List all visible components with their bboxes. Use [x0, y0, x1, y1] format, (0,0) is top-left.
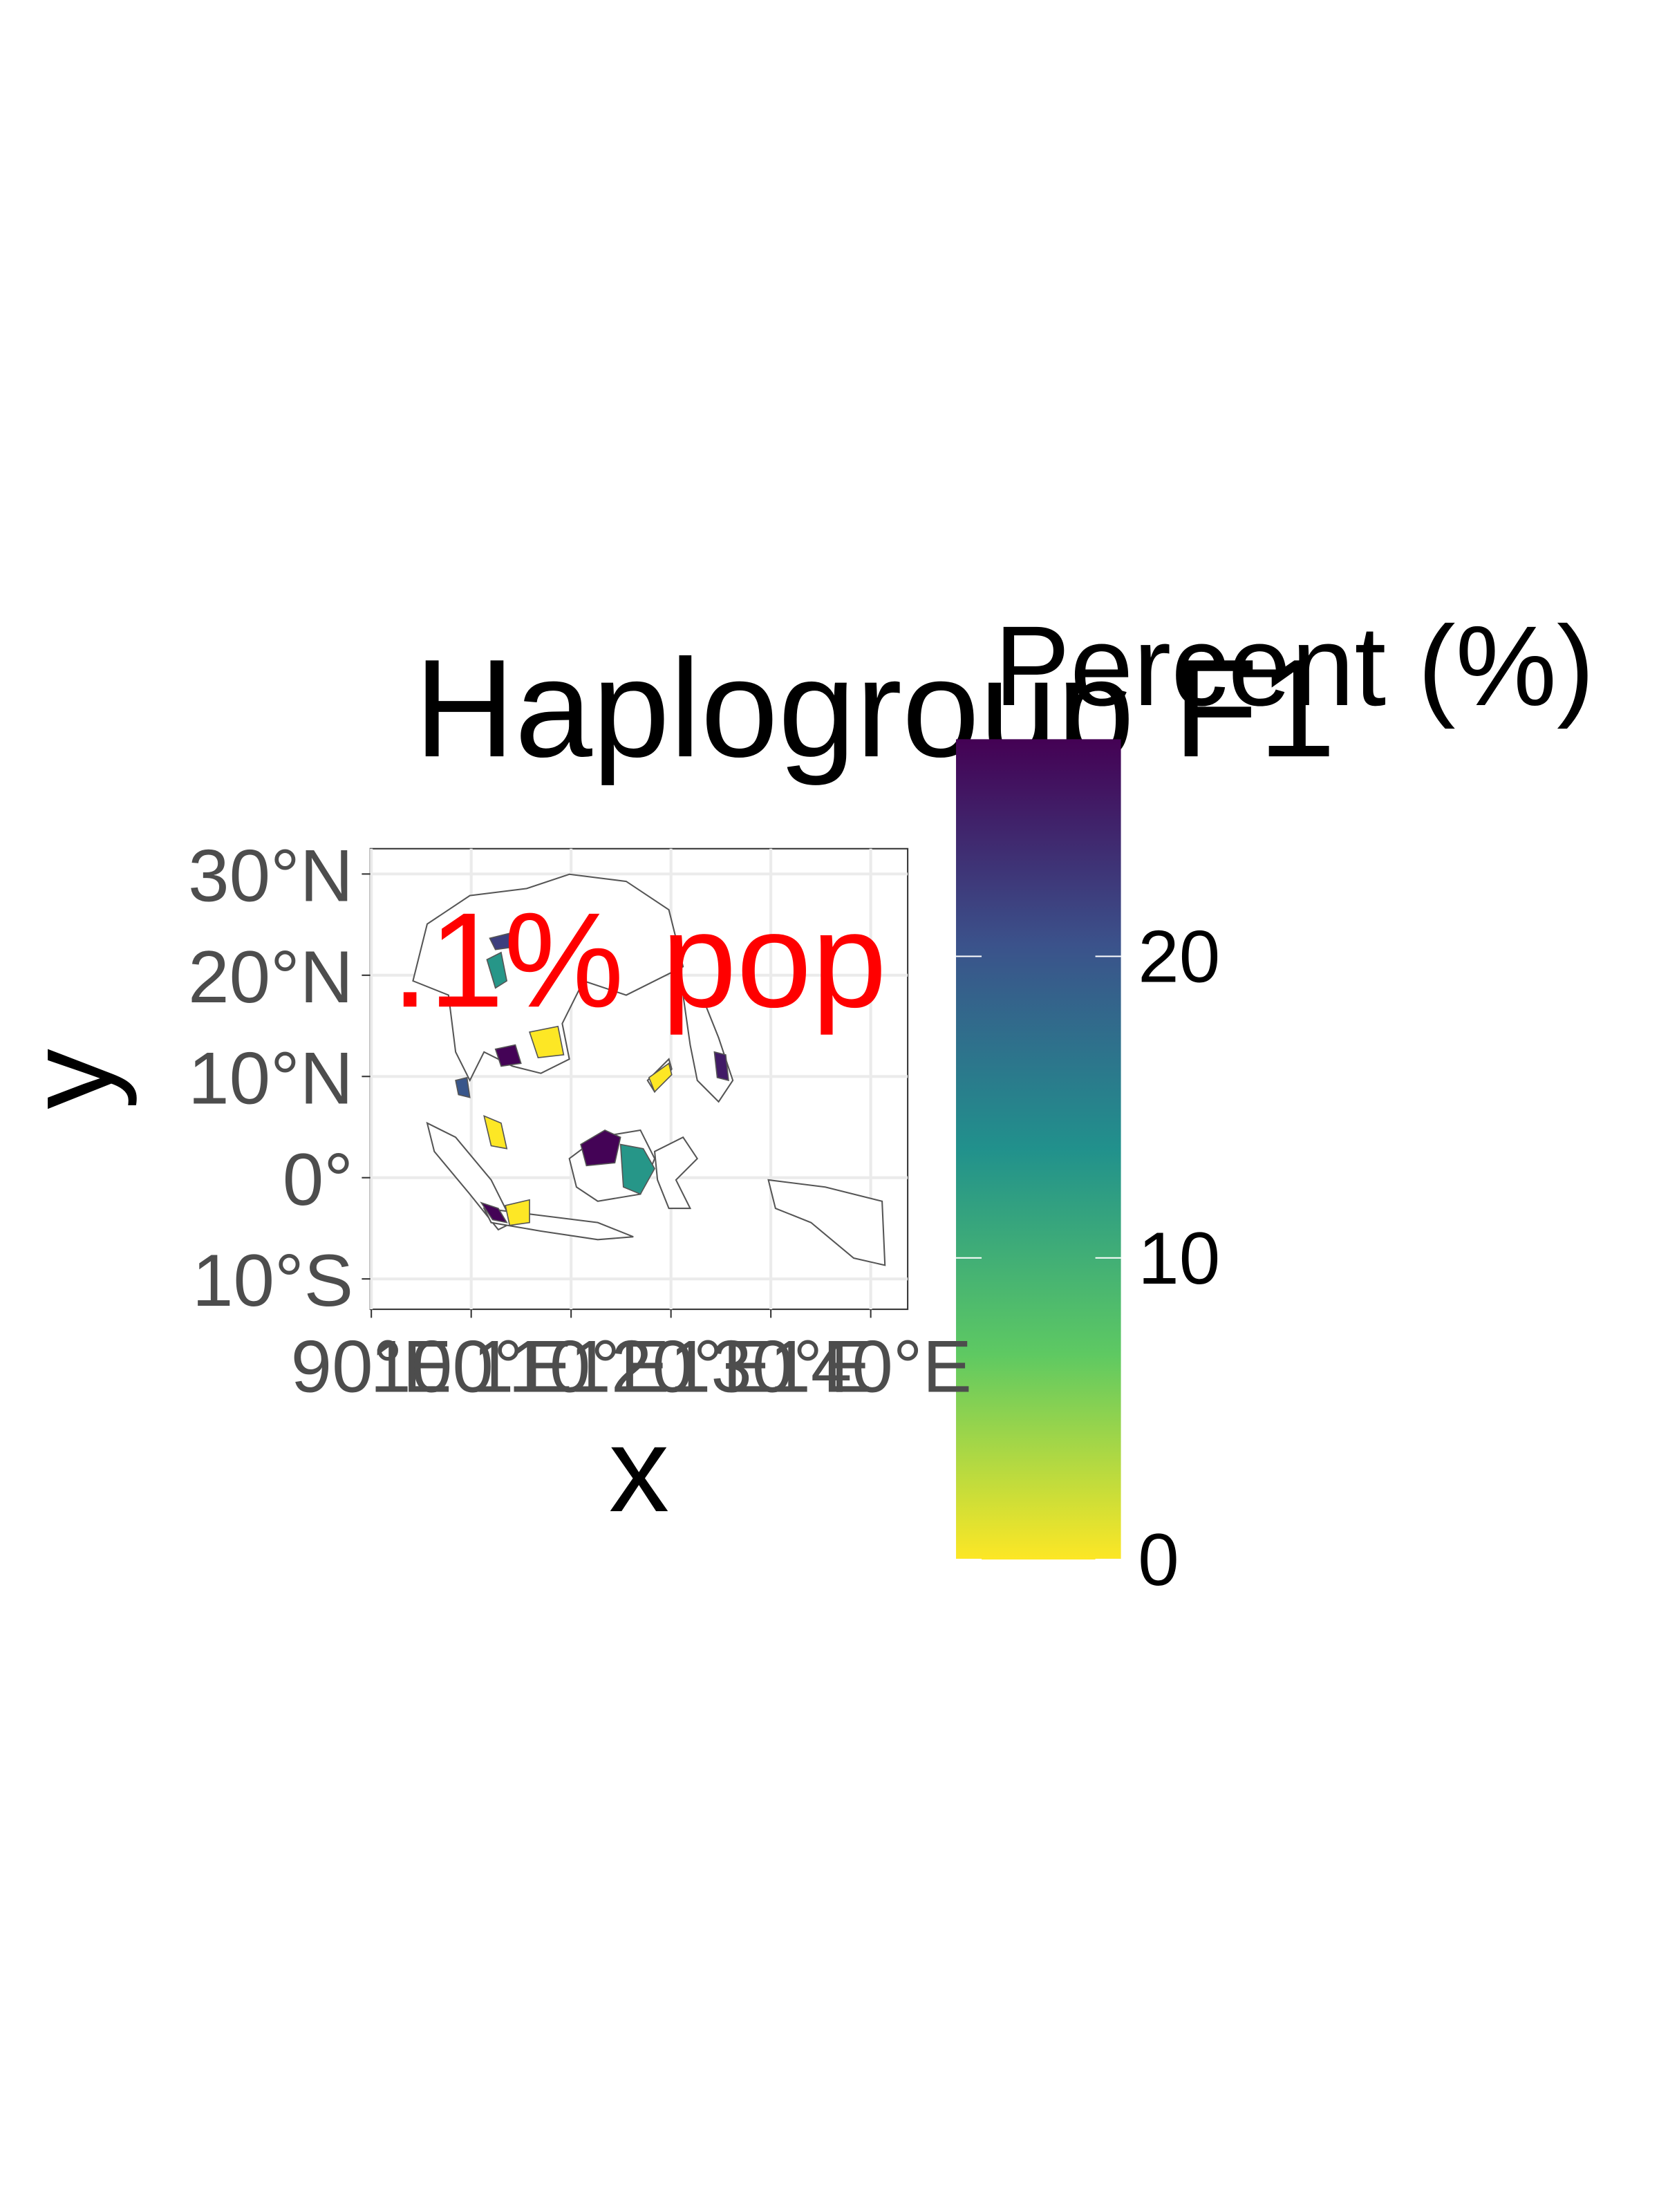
annotation: .1% pop [391, 885, 887, 1035]
map-outline [412, 873, 886, 1266]
chart-title: Haplogroup F1 [414, 630, 1335, 786]
y-tick-label: 20°N [188, 935, 353, 1018]
region [455, 1076, 471, 1098]
region [713, 1051, 729, 1082]
region [486, 951, 508, 989]
x-tick-label: 130°E [670, 1324, 872, 1407]
region [480, 1201, 508, 1224]
regions [455, 932, 729, 1226]
region [619, 1143, 655, 1195]
colorbar [956, 739, 1121, 1560]
region [528, 1025, 565, 1058]
y-tick-label: 10°N [188, 1036, 353, 1119]
region [483, 1115, 508, 1150]
region [648, 1062, 673, 1093]
legend-tick-label: 10 [1138, 1217, 1220, 1300]
legend-tick-label: 0 [1138, 1518, 1179, 1601]
y-tick-label: 10°S [192, 1239, 353, 1322]
y-tick-label: 0° [283, 1138, 353, 1221]
y-axis-label: y [3, 1049, 138, 1109]
region [580, 1130, 621, 1167]
x-tick-label: 100°E [370, 1324, 572, 1407]
y-tick-label: 30°N [188, 834, 353, 917]
region [505, 1199, 530, 1226]
x-tick-label: 110°E [473, 1324, 670, 1407]
x-axis-label: x [609, 1403, 669, 1537]
region [494, 1044, 522, 1067]
x-tick-label: 90°E [291, 1324, 452, 1407]
x-tick-label: 120°E [570, 1324, 772, 1407]
region [489, 932, 516, 950]
x-tick-label: 140°E [769, 1324, 972, 1407]
legend-tick-label: 20 [1138, 915, 1220, 998]
legend-title: Percent (%) [994, 602, 1595, 729]
